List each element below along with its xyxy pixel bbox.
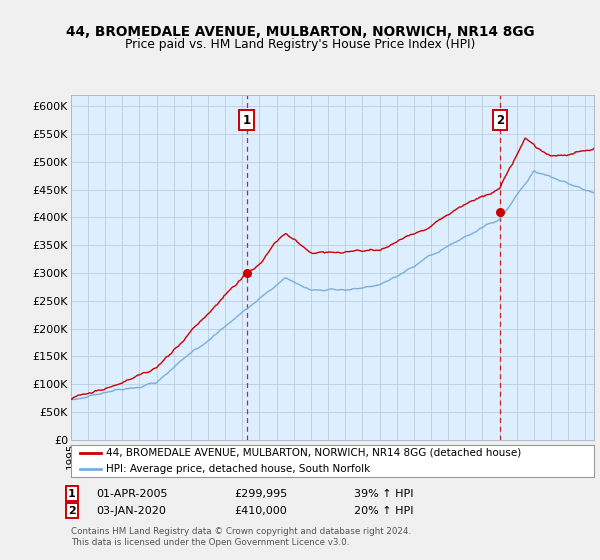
Text: 44, BROMEDALE AVENUE, MULBARTON, NORWICH, NR14 8GG: 44, BROMEDALE AVENUE, MULBARTON, NORWICH… [65, 26, 535, 39]
Text: Contains HM Land Registry data © Crown copyright and database right 2024.: Contains HM Land Registry data © Crown c… [71, 528, 411, 536]
Text: 1: 1 [242, 114, 251, 127]
Text: 1: 1 [68, 489, 76, 499]
Text: HPI: Average price, detached house, South Norfolk: HPI: Average price, detached house, Sout… [106, 464, 371, 474]
Text: 39% ↑ HPI: 39% ↑ HPI [354, 489, 413, 499]
Text: £410,000: £410,000 [234, 506, 287, 516]
Text: 03-JAN-2020: 03-JAN-2020 [96, 506, 166, 516]
Text: This data is licensed under the Open Government Licence v3.0.: This data is licensed under the Open Gov… [71, 538, 349, 547]
Text: 44, BROMEDALE AVENUE, MULBARTON, NORWICH, NR14 8GG (detached house): 44, BROMEDALE AVENUE, MULBARTON, NORWICH… [106, 448, 521, 458]
Text: 2: 2 [496, 114, 504, 127]
Text: 20% ↑ HPI: 20% ↑ HPI [354, 506, 413, 516]
Text: £299,995: £299,995 [234, 489, 287, 499]
Text: 2: 2 [68, 506, 76, 516]
Text: Price paid vs. HM Land Registry's House Price Index (HPI): Price paid vs. HM Land Registry's House … [125, 38, 475, 52]
Text: 01-APR-2005: 01-APR-2005 [96, 489, 167, 499]
